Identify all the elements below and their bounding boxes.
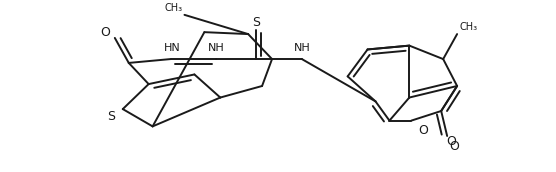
Text: S: S: [107, 110, 115, 123]
Text: S: S: [252, 16, 260, 29]
Text: O: O: [446, 135, 456, 148]
Text: O: O: [449, 140, 459, 153]
Text: O: O: [418, 124, 428, 137]
Text: HN: HN: [164, 43, 181, 53]
Text: CH₃: CH₃: [165, 3, 182, 13]
Text: NH: NH: [294, 43, 310, 53]
Text: O: O: [100, 26, 110, 39]
Text: CH₃: CH₃: [459, 22, 477, 32]
Text: NH: NH: [208, 43, 225, 53]
